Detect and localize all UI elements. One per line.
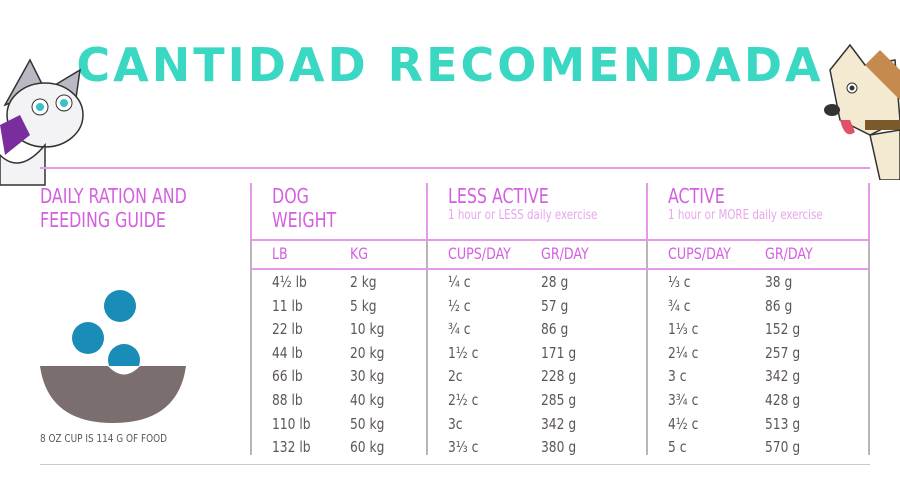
cat-illustration-icon: [0, 58, 84, 186]
divider: [426, 241, 428, 455]
guide-heading-line1: DAILY RATION AND: [40, 184, 187, 208]
divider: [868, 241, 870, 455]
table-cell: 86 g: [765, 296, 793, 315]
table-cell: 3¾ c: [668, 391, 699, 409]
table-cell: 1⅓ c: [668, 320, 699, 339]
table-cell: 4½ c: [668, 414, 699, 433]
table-cell: 86 g: [541, 320, 569, 339]
less-active-subtitle: 1 hour or LESS daily exercise: [448, 208, 598, 223]
column-header: GR/DAY: [765, 244, 813, 263]
active-title: ACTIVE: [668, 184, 725, 208]
table-cell: 5 kg: [350, 296, 377, 315]
table-cell: 171 g: [541, 343, 577, 362]
divider: [646, 241, 648, 455]
table-cell: ⅓ c: [668, 273, 691, 291]
table-cell: 3c: [448, 414, 463, 433]
table-cell: 11 lb: [272, 296, 303, 315]
column-header: GR/DAY: [541, 244, 589, 263]
table-cell: 228 g: [541, 367, 577, 386]
table-cell: 60 kg: [350, 438, 385, 457]
active-group-header: ACTIVE 1 hour or MORE daily exercise: [668, 184, 844, 223]
divider: [646, 183, 648, 241]
table-cell: 428 g: [765, 391, 801, 409]
divider: [426, 183, 428, 241]
table-cell: 20 kg: [350, 343, 385, 362]
divider: [250, 241, 252, 455]
table-cell: 57 g: [541, 296, 569, 315]
table-cell: 44 lb: [272, 343, 303, 362]
table-cell: 4½ lb: [272, 273, 307, 291]
less-active-group-header: LESS ACTIVE 1 hour or LESS daily exercis…: [448, 184, 618, 223]
cup-caption: 8 OZ CUP IS 114 G OF FOOD: [40, 432, 167, 445]
food-bowl-icon: [40, 290, 186, 423]
table-cell: 88 lb: [272, 391, 303, 409]
table-cell: 3 c: [668, 367, 687, 386]
table-cell: 257 g: [765, 343, 801, 362]
weight-line2: WEIGHT: [272, 208, 337, 232]
table-cell: ¾ c: [448, 320, 471, 339]
less-active-title: LESS ACTIVE: [448, 184, 549, 208]
table-cell: 342 g: [765, 367, 801, 386]
guide-heading-line2: FEEDING GUIDE: [40, 208, 166, 232]
table-cell: 2½ c: [448, 391, 479, 409]
table-cell: 22 lb: [272, 320, 303, 339]
table-cell: ¾ c: [668, 296, 691, 315]
page-title: CANTIDAD RECOMENDADA: [76, 38, 824, 92]
column-header: CUPS/DAY: [448, 244, 511, 263]
table-cell: 3⅓ c: [448, 438, 479, 457]
table-cell: 30 kg: [350, 367, 385, 386]
table-cell: 110 lb: [272, 414, 311, 433]
dog-illustration-icon: [824, 43, 900, 180]
table-cell: 38 g: [765, 273, 793, 291]
table-cell: 570 g: [765, 438, 801, 457]
table-cell: 132 lb: [272, 438, 311, 457]
table-cell: 28 g: [541, 273, 569, 291]
table-cell: 2 kg: [350, 273, 377, 291]
table-cell: 2c: [448, 367, 463, 386]
table-cell: 66 lb: [272, 367, 303, 386]
table-cell: 5 c: [668, 438, 687, 457]
divider: [868, 183, 870, 241]
weight-group-header: DOG WEIGHT: [272, 184, 336, 232]
header-divider: [250, 239, 870, 241]
table-cell: 1½ c: [448, 343, 479, 362]
table-cell: ¼ c: [448, 273, 471, 291]
active-subtitle: 1 hour or MORE daily exercise: [668, 208, 823, 223]
weight-line1: DOG: [272, 184, 309, 208]
column-header: LB: [272, 244, 288, 263]
table-cell: 513 g: [765, 414, 801, 433]
table-cell: 342 g: [541, 414, 577, 433]
table-cell: 10 kg: [350, 320, 385, 339]
guide-heading: DAILY RATION AND FEEDING GUIDE: [40, 184, 187, 232]
top-divider: [40, 167, 870, 169]
table-cell: 50 kg: [350, 414, 385, 433]
bottom-divider: [40, 464, 870, 465]
column-header: KG: [350, 244, 369, 263]
table-cell: 380 g: [541, 438, 577, 457]
column-divider: [250, 268, 870, 270]
column-header: CUPS/DAY: [668, 244, 731, 263]
table-cell: 285 g: [541, 391, 577, 409]
table-cell: 152 g: [765, 320, 801, 339]
table-cell: 2¼ c: [668, 343, 699, 362]
table-cell: ½ c: [448, 296, 471, 315]
table-cell: 40 kg: [350, 391, 385, 409]
divider: [250, 183, 252, 241]
